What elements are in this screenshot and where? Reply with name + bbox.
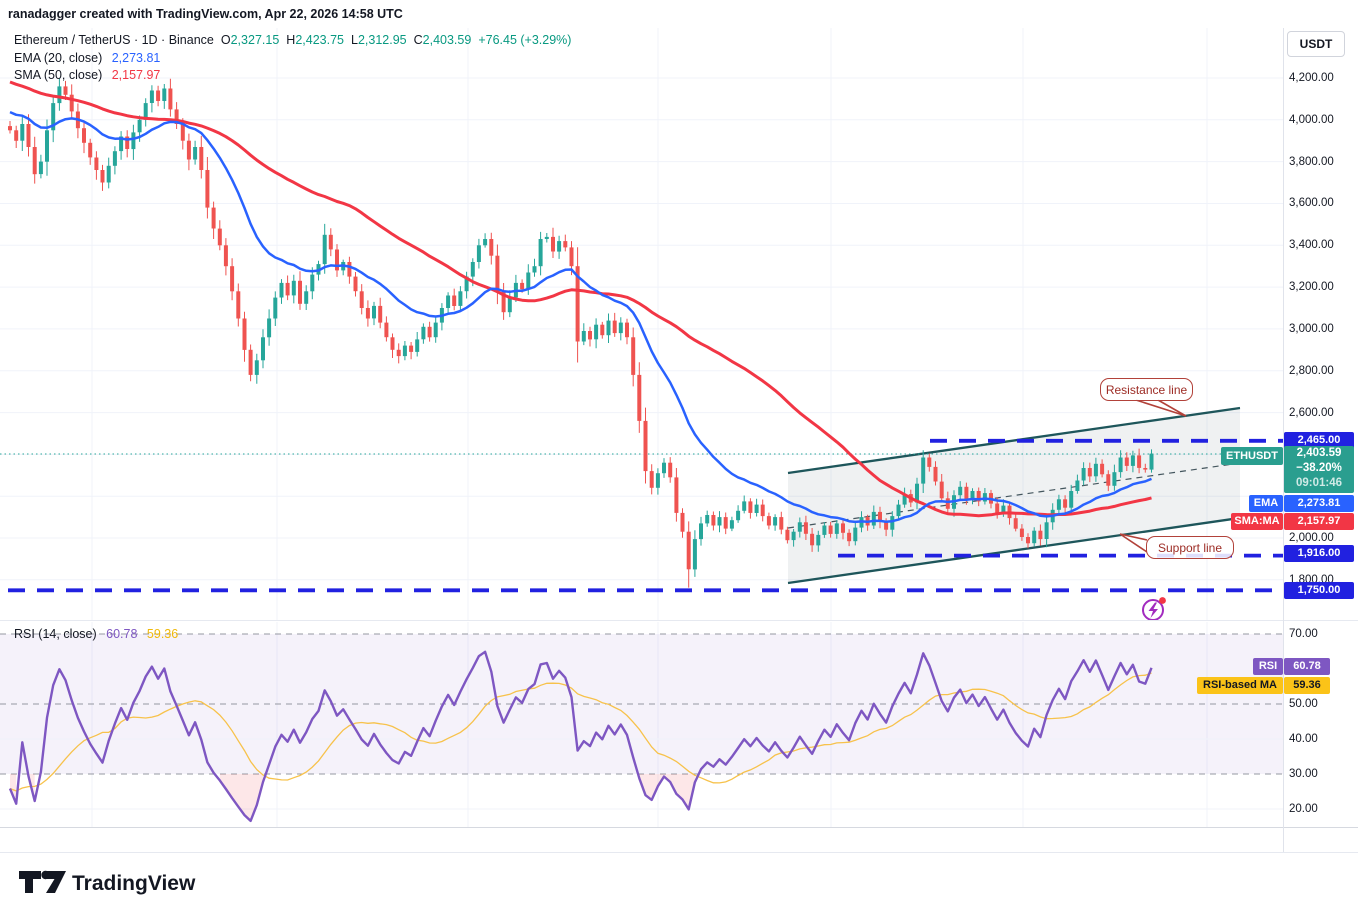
price-tick-2600: 2,600.00: [1289, 407, 1334, 419]
rsi-tick-20: 20.00: [1289, 803, 1318, 815]
sma-axis-value: 2,157.97: [1284, 513, 1354, 530]
rsi-tick-30: 30.00: [1289, 768, 1318, 780]
price-pane-chart[interactable]: [0, 28, 1283, 620]
rsi-pane-chart[interactable]: [0, 622, 1283, 827]
resistance-callout-tail: [1135, 399, 1187, 417]
resistance-trendline[interactable]: [787, 406, 1241, 475]
ema-legend[interactable]: EMA (20, close) 2,273.81: [14, 51, 160, 65]
ohlc-letter-O: O: [220, 33, 231, 47]
last-price-value: 2,403.59: [1296, 447, 1342, 459]
rsi-ma-axis-tag: RSI-based MA: [1197, 677, 1283, 694]
notification-dot: [1159, 597, 1166, 604]
ohlc-value-O: 2,327.15: [230, 33, 280, 47]
resistance-callout-label: Resistance line: [1105, 382, 1188, 397]
ema-20-line[interactable]: [9, 110, 1152, 524]
time-axis-bottom-border: [0, 852, 1358, 853]
logo-one-glyph: [19, 871, 41, 893]
tradingview-logo[interactable]: TradingView: [16, 864, 216, 900]
quick-action-lightning-icon[interactable]: [1142, 597, 1166, 620]
price-tick-4000: 4,000.00: [1289, 114, 1334, 126]
symbol-title: Ethereum / TetherUS · 1D · Binance: [14, 33, 214, 47]
support-callout-label: Support line: [1157, 540, 1223, 555]
price-level-label-1,750.00: 1,750.00: [1284, 582, 1354, 599]
price-tick-3200: 3,200.00: [1289, 281, 1334, 293]
price-tick-3800: 3,800.00: [1289, 156, 1334, 168]
ohlc-value-L: 2,312.95: [357, 33, 407, 47]
ema-label: EMA (20, close): [14, 51, 103, 65]
channel-fill[interactable]: [788, 407, 1240, 583]
ema-axis-value: 2,273.81: [1284, 495, 1354, 512]
price-tick-4200: 4,200.00: [1289, 72, 1334, 84]
logo-seven-glyph: [46, 871, 66, 893]
symbol-legend[interactable]: Ethereum / TetherUS · 1D · Binance O2,327…: [14, 33, 571, 47]
rsi-tick-70: 70.00: [1289, 628, 1318, 640]
sma-legend[interactable]: SMA (50, close) 2,157.97: [14, 68, 160, 82]
support-trendline[interactable]: [787, 516, 1241, 585]
rsi-label: RSI (14, close): [14, 627, 97, 641]
chart-credit: ranadagger created with TradingView.com,…: [8, 7, 403, 21]
price-level-label-2,465.00: 2,465.00: [1284, 432, 1354, 449]
price-scale-border: [1283, 28, 1284, 852]
price-level-label-1,916.00: 1,916.00: [1284, 545, 1354, 562]
sma-50-line[interactable]: [9, 80, 1152, 518]
rsi-axis-value: 60.78: [1284, 658, 1330, 675]
time-axis-top-border: [0, 827, 1358, 828]
price-tick-3400: 3,400.00: [1289, 239, 1334, 251]
price-tick-2800: 2,800.00: [1289, 365, 1334, 377]
logo-text: TradingView: [72, 872, 196, 895]
ema-value: 2,273.81: [111, 51, 161, 65]
ohlc-letter-L: L: [350, 33, 358, 47]
rsi-tick-50: 50.00: [1289, 698, 1318, 710]
rsi-oversold-fill: [10, 774, 695, 821]
price-tick-2000: 2,000.00: [1289, 532, 1334, 544]
rsi-legend[interactable]: RSI (14, close) 60.78 59.36: [14, 627, 178, 641]
price-tick-3600: 3,600.00: [1289, 197, 1334, 209]
support-line-callout[interactable]: Support line: [1146, 536, 1234, 559]
ohlc-letter-C: C: [413, 33, 423, 47]
rsi-ma-value: 59.36: [146, 627, 179, 641]
rsi-ma-axis-value: 59.36: [1284, 677, 1330, 694]
last-price-label: 2,403.59 −38.20% 09:01:46: [1284, 446, 1354, 493]
currency-unit-button[interactable]: USDT: [1287, 31, 1345, 57]
ohlc-letter-H: H: [286, 33, 296, 47]
pane-divider[interactable]: [0, 620, 1358, 621]
rsi-line[interactable]: [8, 650, 1153, 823]
ohlc-value-C: 2,403.59: [422, 33, 472, 47]
change-value: +76.45 (+3.29%): [478, 33, 572, 47]
support-callout-tail: [1119, 533, 1148, 553]
time-axis[interactable]: NovDec2026FebMarAprMay: [0, 827, 1358, 852]
sma-value: 2,157.97: [111, 68, 161, 82]
sma-axis-tag: SMA:MA: [1231, 513, 1283, 530]
rsi-axis-tag: RSI: [1253, 658, 1283, 675]
sma-label: SMA (50, close): [14, 68, 103, 82]
price-tick-3000: 3,000.00: [1289, 323, 1334, 335]
ema-axis-tag: EMA: [1249, 495, 1283, 512]
rsi-value: 60.78: [106, 627, 138, 641]
rsi-tick-40: 40.00: [1289, 733, 1318, 745]
resistance-line-callout[interactable]: Resistance line: [1100, 378, 1193, 401]
ohlc-value-H: 2,423.75: [295, 33, 344, 47]
symbol-axis-tag: ETHUSDT: [1221, 447, 1283, 465]
bar-close-countdown: 09:01:46: [1295, 477, 1343, 489]
last-price-change-pct: −38.20%: [1296, 462, 1342, 474]
